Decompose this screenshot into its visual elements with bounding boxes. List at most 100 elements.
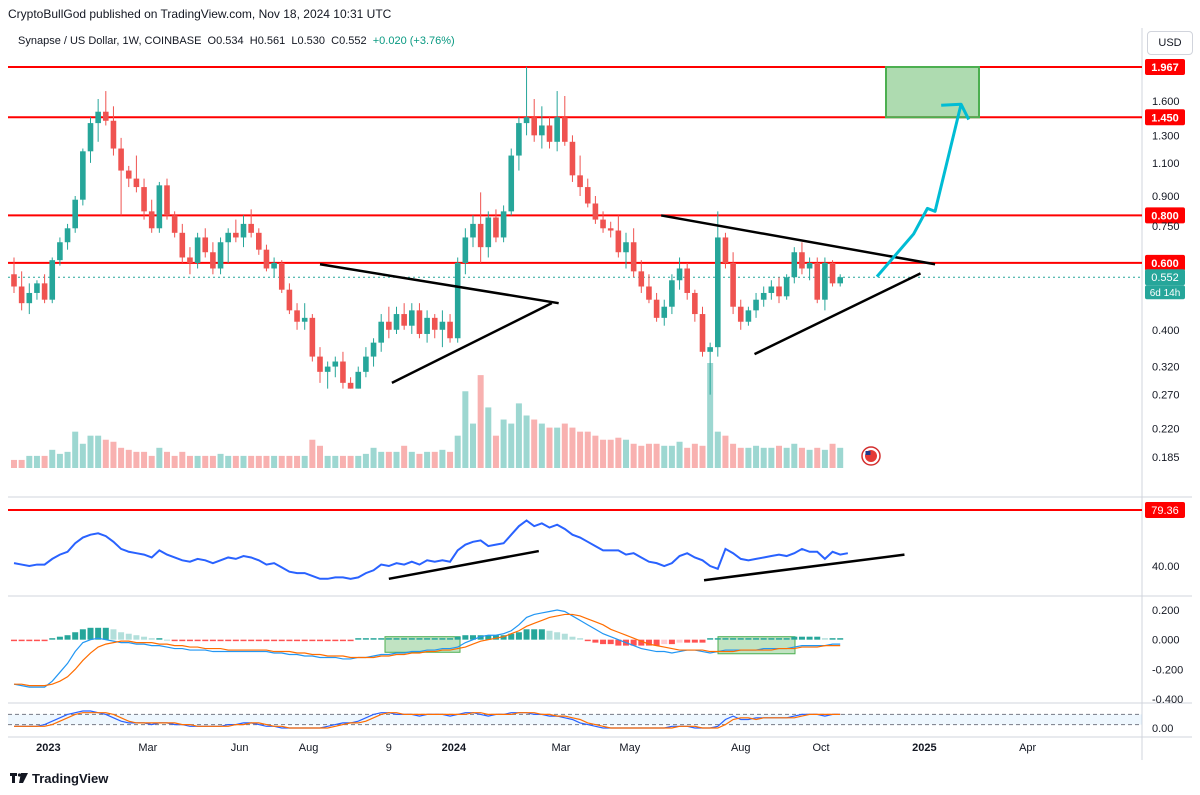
candle-body — [156, 185, 163, 229]
candle-up — [822, 257, 828, 311]
macd-histogram-bar — [798, 636, 805, 640]
candle-body — [485, 217, 492, 248]
rsi-tick-label: 40.00 — [1152, 561, 1180, 573]
macd-histogram-bar — [26, 639, 33, 642]
candle-down — [347, 377, 354, 389]
stoch-band — [8, 714, 1142, 725]
time-axis-label: May — [619, 742, 640, 754]
level-label-0.800: 0.800 — [1151, 210, 1179, 222]
candle-body — [57, 242, 63, 261]
volume-bar — [164, 451, 170, 468]
candle-body — [577, 175, 583, 188]
macd-histogram-bar — [561, 633, 568, 640]
candle-down — [256, 228, 262, 255]
price-tick-label: 1.600 — [1152, 96, 1180, 108]
candle-up — [72, 195, 78, 233]
macd-histogram-bar — [133, 635, 140, 640]
macd-histogram-bar — [209, 639, 216, 642]
candle-up — [95, 99, 101, 142]
volume-bar — [56, 453, 63, 468]
candle-up — [424, 310, 430, 343]
candle-body — [378, 321, 384, 343]
candle-body — [477, 223, 484, 248]
volume-bar — [554, 427, 561, 468]
volume-bar — [546, 427, 553, 468]
volume-bar — [737, 447, 744, 468]
candle-body — [332, 361, 339, 367]
volume-bar — [783, 447, 790, 468]
time-axis-label: Aug — [299, 742, 319, 754]
macd-histogram-bar — [753, 638, 760, 640]
candle-body — [133, 178, 140, 188]
candle-down — [584, 178, 591, 208]
candle-body — [470, 223, 476, 238]
candle-up — [80, 148, 86, 206]
macd-histogram-bar — [653, 639, 660, 646]
volume-bar — [194, 455, 201, 468]
macd-histogram-bar — [355, 638, 362, 640]
candle-body — [653, 299, 660, 318]
volume-bar — [714, 431, 721, 468]
candle-down — [493, 209, 499, 243]
macd-histogram-bar — [577, 638, 584, 640]
footer-brand: TradingView — [10, 771, 108, 786]
candle-body — [278, 262, 285, 290]
macd-histogram-bar — [554, 632, 561, 640]
macd-histogram-bar — [477, 635, 484, 640]
volume-bar — [668, 445, 675, 468]
currency-button[interactable]: USD — [1147, 31, 1193, 55]
macd-histogram-bar — [737, 638, 744, 640]
candle-body — [179, 232, 186, 258]
macd-histogram-bar — [11, 639, 17, 642]
macd-histogram-bar — [454, 636, 461, 640]
ohlc-high: H0.561 — [249, 35, 286, 47]
volume-bar — [492, 435, 499, 468]
candle-up — [554, 91, 560, 152]
candle-up — [661, 299, 668, 326]
symbol-info: Synapse / US Dollar, 1W, COINBASE O0.534… — [18, 35, 455, 47]
macd-histogram-bar — [294, 639, 301, 642]
candle-up — [523, 66, 530, 136]
candle-body — [386, 321, 392, 330]
volume-bar — [324, 455, 331, 468]
macd-histogram-bar — [148, 638, 155, 640]
volume-bar — [179, 451, 186, 468]
volume-bar — [317, 445, 323, 468]
macd-histogram-bar — [33, 639, 40, 642]
candle-body — [730, 262, 736, 307]
candle-body — [760, 292, 767, 300]
volume-bar — [110, 441, 117, 468]
countdown-tag — [1145, 285, 1185, 300]
candle-body — [768, 286, 775, 293]
candle-body — [187, 257, 193, 263]
candle-down — [148, 199, 155, 233]
volume-bar — [745, 447, 752, 468]
volume-bar — [156, 447, 163, 468]
macd-histogram-bar — [584, 639, 591, 642]
ohlc-open: O0.534 — [207, 35, 244, 47]
macd-histogram-bar — [232, 639, 239, 642]
macd-histogram-bar — [485, 635, 492, 640]
volume-bar — [592, 435, 599, 468]
candle-up — [439, 310, 446, 348]
candle-body — [26, 292, 33, 304]
candle-body — [554, 117, 560, 142]
volume-bar — [225, 455, 232, 468]
macd-histogram-bar — [745, 638, 752, 640]
volume-bar — [186, 455, 193, 468]
macd-histogram-bar — [776, 638, 782, 640]
candle-down — [431, 314, 438, 339]
volume-bar — [584, 431, 591, 468]
volume-bar — [508, 423, 515, 468]
candle-body — [401, 314, 407, 326]
volume-bar — [18, 459, 25, 468]
time-axis-label: 2024 — [442, 742, 467, 754]
macd-histogram-bar — [301, 639, 308, 642]
macd-histogram-bar — [317, 639, 323, 642]
candle-body — [233, 232, 239, 238]
macd-line — [13, 609, 841, 688]
volume-bar — [791, 443, 798, 468]
macd-histogram-bar — [600, 639, 607, 645]
volume-bar — [753, 445, 760, 468]
